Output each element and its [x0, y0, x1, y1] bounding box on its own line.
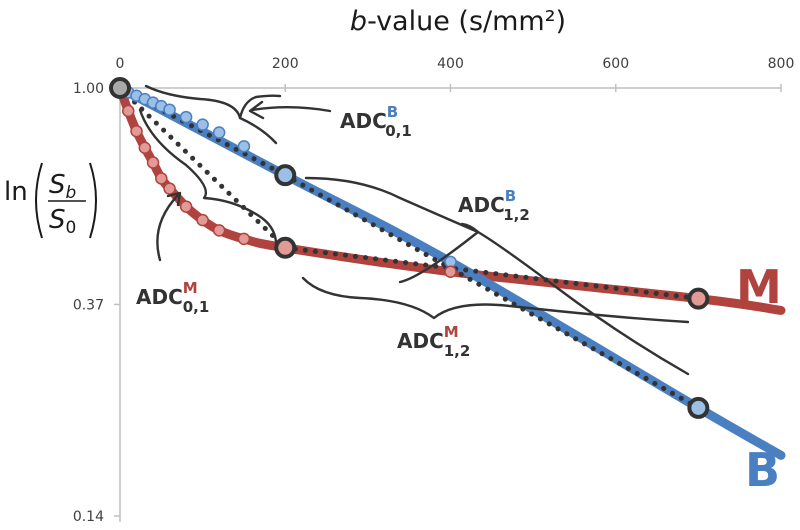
data-point-m	[237, 232, 251, 246]
data-point-m	[163, 182, 176, 195]
x-tick-label: 800	[768, 56, 795, 72]
label-adc12b: ADCB 1,2	[458, 187, 530, 224]
highlight-points	[109, 77, 710, 419]
highlight-point-m	[687, 287, 710, 310]
fit-line	[282, 245, 701, 302]
y-tick-label: 1.00	[73, 81, 104, 97]
x-tick-label: 0	[116, 56, 125, 72]
x-ticks: 0 200 400 600 800	[116, 56, 795, 92]
y-tick-label: 0.14	[73, 509, 104, 525]
arrowhead-adc01m	[166, 191, 182, 207]
label-adc12m: ADCM 1,2	[397, 323, 470, 360]
highlight-point-m	[274, 236, 297, 259]
data-point-m	[130, 124, 143, 138]
annotation-labels: ADCB 0,1 ADCB 1,2 ADCM 0,1 ADCM 1,2	[136, 103, 530, 360]
y-label-ln: ln	[4, 177, 28, 207]
arrow-adc01b	[250, 106, 332, 113]
arrow-adc01m	[156, 193, 180, 262]
label-adc01m: ADCM 0,1	[136, 279, 209, 316]
data-point-m	[179, 200, 193, 213]
label-adc01b: ADCB 0,1	[340, 103, 412, 140]
x-tick-label: 200	[272, 56, 299, 72]
y-axis-title: ln Sb S0	[4, 162, 97, 239]
data-point-m	[196, 213, 209, 227]
arrow-adc12b	[460, 222, 480, 234]
y-label-left-paren	[35, 162, 43, 239]
y-label-numerator: Sb	[49, 170, 76, 203]
data-point-m	[444, 265, 457, 278]
fit-line	[117, 85, 288, 251]
data-point-b	[212, 126, 226, 139]
data-point-b	[163, 103, 176, 116]
x-axis-title: b-value (s/mm²)	[350, 6, 566, 37]
y-tick-label: 0.37	[73, 297, 104, 313]
series-label-m: M	[736, 260, 782, 314]
data-points	[113, 81, 705, 305]
highlight-point-b	[274, 164, 297, 187]
brace-adc01b-tail	[238, 116, 278, 145]
highlight-point-b	[109, 77, 131, 99]
data-point-b	[179, 110, 193, 124]
arrowhead-adc01b	[248, 100, 265, 120]
fit-line	[282, 172, 701, 411]
data-point-b	[237, 140, 251, 153]
x-tick-label: 400	[437, 56, 464, 72]
brace-adc12b-mid	[398, 230, 480, 284]
data-point-m	[212, 224, 226, 237]
y-label-denominator: S0	[49, 205, 76, 238]
highlight-point-b	[687, 396, 710, 419]
brace-adc12b	[304, 176, 690, 376]
data-point-m	[138, 141, 152, 154]
data-point-m	[122, 104, 135, 118]
y-label-right-paren	[89, 162, 97, 239]
data-point-m	[146, 156, 160, 169]
y-ticks: 1.00 0.37 0.14	[73, 81, 120, 525]
annotation-braces	[138, 84, 690, 376]
x-tick-label: 600	[602, 56, 629, 72]
brace-adc01m	[138, 108, 278, 252]
data-point-m	[155, 172, 168, 185]
data-point-b	[196, 118, 209, 131]
series-label-b: B	[745, 443, 780, 497]
brace-adc12m	[301, 276, 690, 324]
